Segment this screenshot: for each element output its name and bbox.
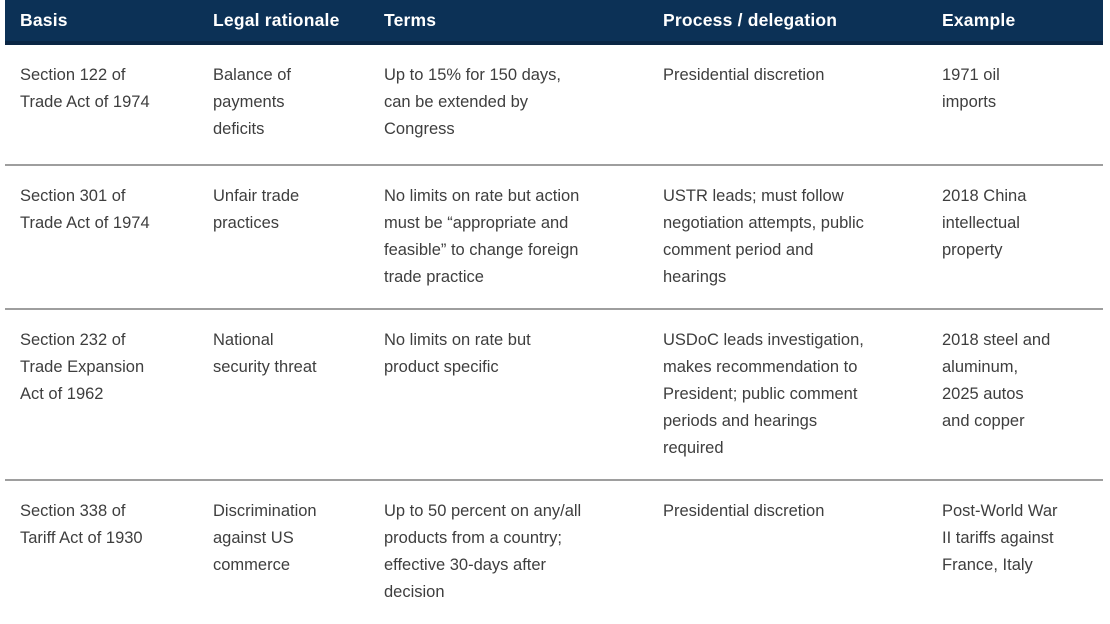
column-header-example: Example	[942, 10, 1016, 30]
table-row-section-122: Section 122 of Trade Act of 1974 Balance…	[5, 45, 1103, 166]
cell-legal-rationale: Balance of payments deficits	[213, 66, 291, 138]
cell-process-delegation: Presidential discretion	[663, 66, 825, 84]
column-header-legal-rationale: Legal rationale	[213, 10, 340, 30]
cell-process-delegation: Presidential discretion	[663, 502, 825, 520]
column-header-basis: Basis	[20, 10, 68, 30]
cell-process-delegation: USTR leads; must follow negotiation atte…	[663, 187, 864, 286]
cell-terms: No limits on rate but product specific	[384, 331, 531, 376]
cell-example: 2018 China intellectual property	[942, 187, 1027, 259]
column-header-process-delegation: Process / delegation	[663, 10, 838, 30]
cell-process-delegation: USDoC leads investigation, makes recomme…	[663, 331, 864, 457]
cell-example: Post-World War II tariffs against France…	[942, 502, 1058, 574]
cell-basis: Section 338 of Tariff Act of 1930	[20, 502, 143, 547]
cell-legal-rationale: National security threat	[213, 331, 317, 376]
tariff-authorities-table: Basis Legal rationale Terms Process / de…	[5, 0, 1103, 624]
column-header-terms: Terms	[384, 10, 437, 30]
cell-example: 2018 steel and aluminum, 2025 autos and …	[942, 331, 1051, 430]
table-row-section-301: Section 301 of Trade Act of 1974 Unfair …	[5, 166, 1103, 310]
cell-terms: Up to 15% for 150 days, can be extended …	[384, 66, 562, 138]
cell-legal-rationale: Unfair trade practices	[213, 187, 300, 232]
cell-example: 1971 oil imports	[942, 66, 1000, 111]
cell-basis: Section 232 of Trade Expansion Act of 19…	[20, 331, 145, 403]
table-row-section-338: Section 338 of Tariff Act of 1930 Discri…	[5, 481, 1103, 624]
cell-terms: Up to 50 percent on any/all products fro…	[384, 502, 582, 601]
cell-basis: Section 301 of Trade Act of 1974	[20, 187, 150, 232]
cell-terms: No limits on rate but action must be “ap…	[384, 187, 580, 286]
table-header-row: Basis Legal rationale Terms Process / de…	[5, 0, 1103, 45]
cell-basis: Section 122 of Trade Act of 1974	[20, 66, 150, 111]
cell-legal-rationale: Discrimination against US commerce	[213, 502, 317, 574]
table-row-section-232: Section 232 of Trade Expansion Act of 19…	[5, 310, 1103, 481]
